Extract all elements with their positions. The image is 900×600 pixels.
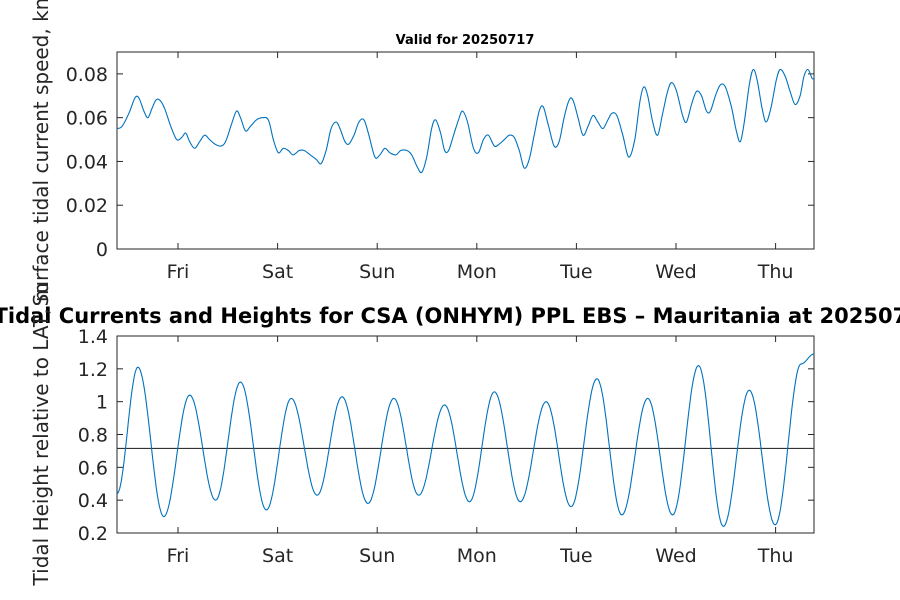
bot-y-tick-label: 1.2 <box>78 359 108 381</box>
current-y-axis-label: Surface tidal current speed, kn <box>29 0 53 306</box>
bot-x-tick-label: Sat <box>262 545 293 567</box>
top-x-tick-label: Wed <box>655 261 696 283</box>
bot-y-tick-label: 0.6 <box>78 457 108 479</box>
bot-x-tick-label: Thu <box>757 545 794 567</box>
bot-x-tick-label: Tue <box>559 545 592 567</box>
current-x-ticks: Fri Sat Sun Mon Tue Wed Thu <box>167 52 794 283</box>
bot-y-tick-label: 0.4 <box>78 490 108 512</box>
top-y-tick-label: 0.04 <box>66 151 108 173</box>
top-y-tick-label: 0.08 <box>66 64 108 86</box>
bot-y-tick-label: 0.8 <box>78 425 108 447</box>
height-y-ticks: 0.2 0.4 0.6 0.8 1 1.2 1.4 <box>78 326 814 545</box>
bot-x-tick-label: Wed <box>655 545 696 567</box>
top-x-tick-label: Sat <box>262 261 293 283</box>
bot-y-tick-label: 1 <box>96 392 108 414</box>
height-chart-title: Tidal Currents and Heights for CSA (ONHY… <box>0 304 900 328</box>
current-y-ticks: 0 0.02 0.04 0.06 0.08 <box>66 64 814 261</box>
height-plot-area <box>116 335 815 534</box>
height-x-ticks: Fri Sat Sun Mon Tue Wed Thu <box>167 336 794 567</box>
top-x-tick-label: Sun <box>359 261 395 283</box>
current-chart-title: Valid for 20250717 <box>396 33 535 48</box>
top-y-tick-label: 0 <box>96 239 108 261</box>
top-y-tick-label: 0.02 <box>66 195 108 217</box>
top-x-tick-label: Tue <box>559 261 592 283</box>
bot-x-tick-label: Fri <box>167 545 190 567</box>
bot-y-tick-label: 0.2 <box>78 523 108 545</box>
current-speed-chart: Valid for 20250717 0 0.02 0.04 0.06 0.08 Fri… <box>29 0 815 306</box>
tidal-height-chart: Tidal Currents and Heights for CSA (ONHY… <box>0 283 900 587</box>
top-x-tick-label: Mon <box>457 261 497 283</box>
top-x-tick-label: Thu <box>757 261 794 283</box>
tidal-height-line <box>116 353 814 528</box>
top-y-tick-label: 0.06 <box>66 108 108 130</box>
top-x-tick-label: Fri <box>167 261 190 283</box>
bot-x-tick-label: Sun <box>359 545 395 567</box>
height-y-axis-label: Tidal Height relative to LAT, m <box>29 283 53 587</box>
current-plot-area <box>116 51 815 250</box>
bot-y-tick-label: 1.4 <box>78 326 108 348</box>
bot-x-tick-label: Mon <box>457 545 497 567</box>
current-speed-line <box>116 68 815 174</box>
